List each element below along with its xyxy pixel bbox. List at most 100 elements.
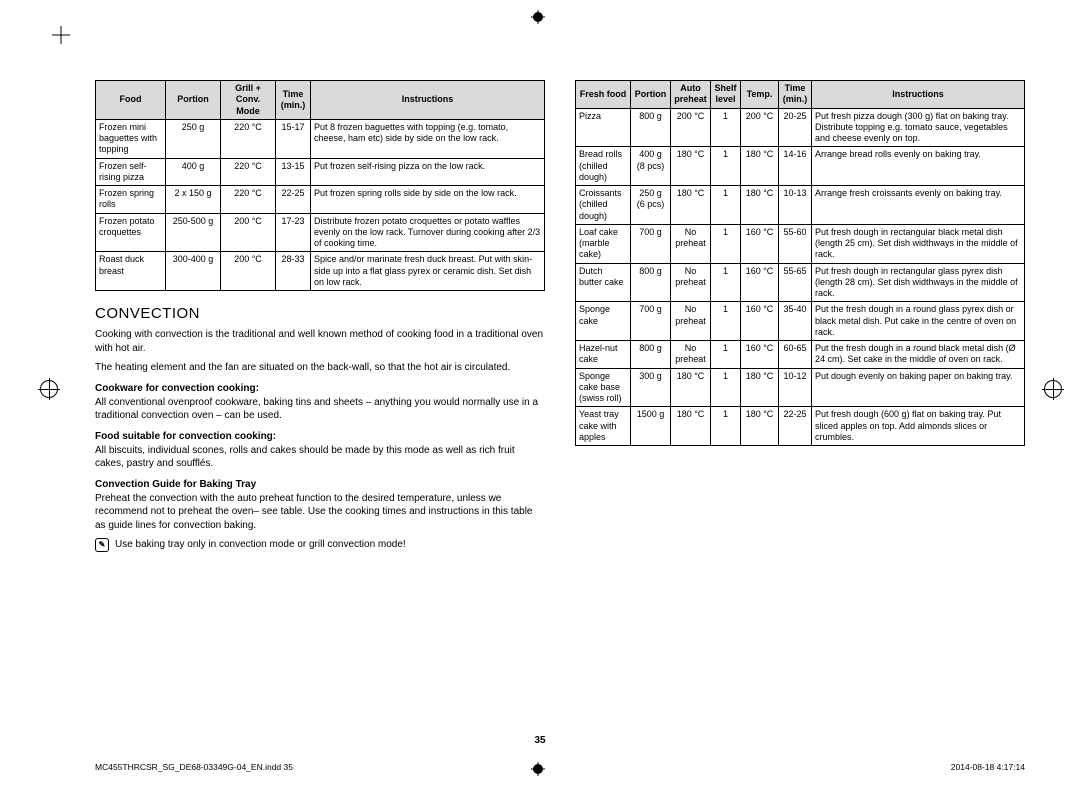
footer-filename: MC455THRCSR_SG_DE68-03349G-04_EN.indd 35 — [95, 762, 293, 772]
column-header: Auto preheat — [671, 81, 711, 109]
table-cell: 180 °C — [671, 368, 711, 407]
column-header: Instructions — [311, 81, 545, 120]
table-cell: 180 °C — [671, 186, 711, 225]
table-cell: 1 — [711, 341, 741, 369]
convection-guide-body: Preheat the convection with the auto pre… — [95, 492, 545, 533]
registration-mark-right — [1044, 380, 1062, 398]
table-cell: 17-23 — [276, 213, 311, 252]
column-header: Portion — [166, 81, 221, 120]
table-cell: Arrange bread rolls evenly on baking tra… — [812, 147, 1025, 186]
table-cell: Put frozen spring rolls side by side on … — [311, 186, 545, 214]
table-cell: 250-500 g — [166, 213, 221, 252]
table-cell: 200 °C — [221, 252, 276, 291]
table-cell: 1 — [711, 302, 741, 341]
table-cell: 10-12 — [779, 368, 812, 407]
footer-timestamp: 2014-08-18 4:17:14 — [951, 762, 1025, 772]
table-cell: Roast duck breast — [96, 252, 166, 291]
table-cell: Loaf cake (marble cake) — [576, 224, 631, 263]
table-cell: 28-33 — [276, 252, 311, 291]
table-cell: 2 x 150 g — [166, 186, 221, 214]
table-row: Yeast tray cake with apples1500 g180 °C1… — [576, 407, 1025, 446]
table-cell: Hazel-nut cake — [576, 341, 631, 369]
table-cell: 160 °C — [741, 224, 779, 263]
table-cell: Yeast tray cake with apples — [576, 407, 631, 446]
convection-guide-subheading: Convection Guide for Baking Tray — [95, 479, 545, 490]
table-cell: 35-40 — [779, 302, 812, 341]
food-suitable-body: All biscuits, individual scones, rolls a… — [95, 444, 545, 471]
column-header: Food — [96, 81, 166, 120]
table-cell: 200 °C — [671, 108, 711, 147]
column-header: Shelf level — [711, 81, 741, 109]
registration-mark-left — [40, 380, 58, 398]
grill-conv-table: FoodPortionGrill + Conv. ModeTime (min.)… — [95, 80, 545, 291]
table-row: Hazel-nut cake800 gNo preheat1160 °C60-6… — [576, 341, 1025, 369]
table-cell: 180 °C — [671, 147, 711, 186]
table-row: Dutch butter cake800 gNo preheat1160 °C5… — [576, 263, 1025, 302]
table-cell: Sponge cake — [576, 302, 631, 341]
table-cell: Put fresh dough in rectangular glass pyr… — [812, 263, 1025, 302]
table-cell: 700 g — [631, 302, 671, 341]
table-cell: 220 °C — [221, 186, 276, 214]
table-row: Loaf cake (marble cake)700 gNo preheat11… — [576, 224, 1025, 263]
table-cell: 250 g — [166, 119, 221, 158]
table-cell: 180 °C — [671, 407, 711, 446]
table-cell: Frozen self-rising pizza — [96, 158, 166, 186]
table-cell: 60-65 — [779, 341, 812, 369]
table-cell: 20-25 — [779, 108, 812, 147]
table-cell: 180 °C — [741, 186, 779, 225]
table-cell: 200 °C — [741, 108, 779, 147]
table-cell: 160 °C — [741, 341, 779, 369]
table-cell: No preheat — [671, 263, 711, 302]
table-cell: 13-15 — [276, 158, 311, 186]
table-cell: 800 g — [631, 341, 671, 369]
table-cell: 1 — [711, 147, 741, 186]
table-cell: Bread rolls (chilled dough) — [576, 147, 631, 186]
table-cell: 1 — [711, 263, 741, 302]
column-header: Portion — [631, 81, 671, 109]
table-row: Frozen mini baguettes with topping250 g2… — [96, 119, 545, 158]
footer: MC455THRCSR_SG_DE68-03349G-04_EN.indd 35… — [95, 762, 1025, 772]
right-column: Fresh foodPortionAuto preheatShelf level… — [575, 80, 1025, 722]
table-cell: Put fresh dough (600 g) flat on baking t… — [812, 407, 1025, 446]
table-row: Frozen potato croquettes250-500 g200 °C1… — [96, 213, 545, 252]
table-cell: 400 g — [166, 158, 221, 186]
convection-para-1: Cooking with convection is the tradition… — [95, 328, 545, 355]
table-cell: Put 8 frozen baguettes with topping (e.g… — [311, 119, 545, 158]
table-row: Roast duck breast300-400 g200 °C28-33Spi… — [96, 252, 545, 291]
table-cell: Put the fresh dough in a round black met… — [812, 341, 1025, 369]
table-cell: Put fresh pizza dough (300 g) flat on ba… — [812, 108, 1025, 147]
table-cell: 800 g — [631, 263, 671, 302]
note-icon: ✎ — [95, 538, 109, 552]
cookware-subheading: Cookware for convection cooking: — [95, 383, 545, 394]
crop-mark-tl — [52, 26, 70, 46]
table-cell: 180 °C — [741, 407, 779, 446]
table-cell: 1500 g — [631, 407, 671, 446]
table-cell: No preheat — [671, 302, 711, 341]
registration-mark-top — [531, 10, 545, 24]
column-header: Fresh food — [576, 81, 631, 109]
table-cell: 300-400 g — [166, 252, 221, 291]
food-suitable-subheading: Food suitable for convection cooking: — [95, 431, 545, 442]
table-cell: 180 °C — [741, 368, 779, 407]
table-cell: 160 °C — [741, 263, 779, 302]
table-row: Croissants (chilled dough)250 g (6 pcs)1… — [576, 186, 1025, 225]
table-cell: Frozen potato croquettes — [96, 213, 166, 252]
table-cell: 220 °C — [221, 119, 276, 158]
table-cell: 160 °C — [741, 302, 779, 341]
table-cell: Sponge cake base (swiss roll) — [576, 368, 631, 407]
table-cell: 15-17 — [276, 119, 311, 158]
table-cell: 250 g (6 pcs) — [631, 186, 671, 225]
column-header: Time (min.) — [276, 81, 311, 120]
table-cell: Dutch butter cake — [576, 263, 631, 302]
table-cell: Distribute frozen potato croquettes or p… — [311, 213, 545, 252]
table-cell: No preheat — [671, 224, 711, 263]
table-cell: Spice and/or marinate fresh duck breast.… — [311, 252, 545, 291]
page-number: 35 — [0, 735, 1080, 746]
table-row: Pizza800 g200 °C1200 °C20-25Put fresh pi… — [576, 108, 1025, 147]
table-cell: 700 g — [631, 224, 671, 263]
table-cell: Put fresh dough in rectangular black met… — [812, 224, 1025, 263]
table-cell: 1 — [711, 368, 741, 407]
convection-para-2: The heating element and the fan are situ… — [95, 361, 545, 375]
table-row: Bread rolls (chilled dough)400 g (8 pcs)… — [576, 147, 1025, 186]
table-cell: 1 — [711, 224, 741, 263]
